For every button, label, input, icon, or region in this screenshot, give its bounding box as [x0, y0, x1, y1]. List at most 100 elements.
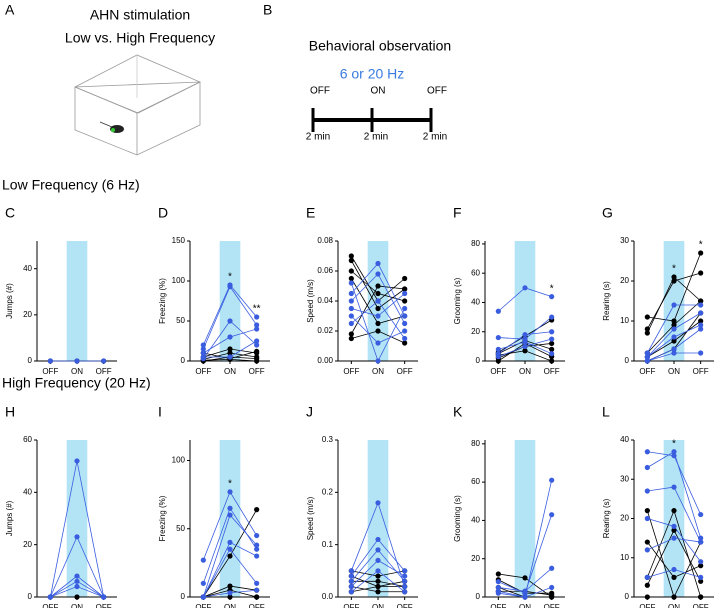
- subject-point: [375, 589, 381, 595]
- subject-point: [375, 320, 381, 327]
- y-tick-label: 0.0: [322, 592, 334, 601]
- subject-point: [348, 290, 354, 297]
- subject-point: [549, 346, 555, 352]
- stimulation-band: [219, 440, 241, 597]
- subject-point: [348, 257, 354, 264]
- subject-point: [671, 302, 677, 308]
- subject-point: [375, 305, 381, 312]
- x-tick-label: OFF: [693, 603, 709, 608]
- y-axis-label: Rearing (s): [602, 498, 611, 538]
- subject-point: [227, 489, 233, 495]
- subject-point: [644, 330, 650, 336]
- y-axis-label: Freezing (%): [158, 495, 167, 541]
- subject-point: [74, 583, 80, 590]
- subject-point: [549, 340, 555, 347]
- subject-point: [227, 546, 233, 552]
- subject-point: [254, 314, 260, 320]
- subject-point: [671, 318, 677, 324]
- subject-point: [549, 584, 555, 591]
- x-tick-label: OFF: [490, 603, 506, 608]
- y-tick-label: 20: [471, 554, 480, 563]
- panel-letter: L: [602, 404, 610, 420]
- y-axis-label: Jumps (#): [5, 500, 14, 536]
- subject-point: [348, 268, 354, 274]
- subject-point: [254, 348, 260, 354]
- subject-point: [698, 350, 704, 356]
- subject-point: [227, 334, 233, 340]
- subject-point: [644, 326, 650, 332]
- x-tick-label: ON: [519, 367, 531, 376]
- subject-point: [522, 343, 528, 349]
- subject-point: [671, 322, 677, 328]
- panel-letter: H: [5, 404, 15, 420]
- y-tick-label: 10: [620, 316, 629, 325]
- panel-letter: G: [602, 205, 613, 221]
- subject-point: [644, 574, 650, 580]
- subject-point: [522, 594, 528, 600]
- subject-point: [671, 453, 677, 459]
- arena-drawing: [74, 54, 201, 156]
- subject-point: [254, 322, 260, 328]
- subject-point: [698, 574, 704, 580]
- subject-point: [227, 354, 233, 360]
- y-axis-label: Rearing (s): [602, 281, 611, 321]
- x-tick-label: OFF: [195, 603, 211, 608]
- subject-point: [200, 350, 206, 356]
- y-tick-label: 0: [625, 592, 630, 601]
- stimulation-band: [367, 440, 389, 597]
- x-tick-label: OFF: [544, 603, 560, 608]
- subject-point: [227, 583, 233, 589]
- x-tick-label: OFF: [249, 367, 265, 376]
- x-tick-label: ON: [71, 603, 83, 608]
- subject-point: [671, 594, 677, 600]
- subject-point: [200, 580, 206, 586]
- subject-point: [644, 539, 650, 545]
- subject-point: [549, 314, 555, 320]
- y-tick-label: 60: [471, 268, 480, 277]
- stimulation-band: [219, 241, 241, 361]
- subject-point: [698, 322, 704, 328]
- subject-point: [698, 578, 704, 584]
- x-tick-label: OFF: [639, 603, 655, 608]
- subject-point: [227, 553, 233, 559]
- subject-point: [348, 583, 354, 590]
- subject-point: [348, 589, 354, 595]
- x-tick-label: OFF: [397, 603, 413, 608]
- subject-point: [375, 500, 381, 506]
- subject-point: [549, 329, 555, 335]
- subject-point: [671, 334, 677, 340]
- subject-point: [402, 335, 408, 342]
- x-tick-label: OFF: [42, 603, 58, 608]
- subject-point: [348, 573, 354, 579]
- subject-point: [522, 332, 528, 338]
- subject-point: [549, 358, 555, 364]
- panel-letter: B: [263, 2, 272, 18]
- subject-point: [402, 583, 408, 590]
- subject-point: [74, 573, 80, 579]
- x-tick-label: ON: [71, 367, 83, 376]
- x-tick-label: OFF: [343, 367, 359, 376]
- subject-point: [671, 523, 677, 529]
- subject-point: [522, 348, 528, 354]
- subject-point: [402, 578, 408, 584]
- subject-point: [402, 298, 408, 304]
- subject-point: [644, 314, 650, 320]
- cable: [99, 121, 113, 128]
- subject-point: [644, 350, 650, 356]
- state-label: ON: [371, 86, 386, 97]
- x-tick-label: OFF: [96, 367, 112, 376]
- subject-point: [375, 260, 381, 267]
- subject-point: [644, 488, 650, 494]
- subject-point: [227, 318, 233, 324]
- subject-point: [375, 298, 381, 304]
- y-tick-label: 0.04: [317, 296, 333, 305]
- subject-point: [375, 271, 381, 277]
- y-tick-label: 0: [28, 592, 33, 601]
- subject-point: [644, 582, 650, 588]
- subject-point: [698, 298, 704, 304]
- subject-point: [348, 320, 354, 327]
- subject-point: [644, 358, 650, 364]
- subject-point: [698, 539, 704, 545]
